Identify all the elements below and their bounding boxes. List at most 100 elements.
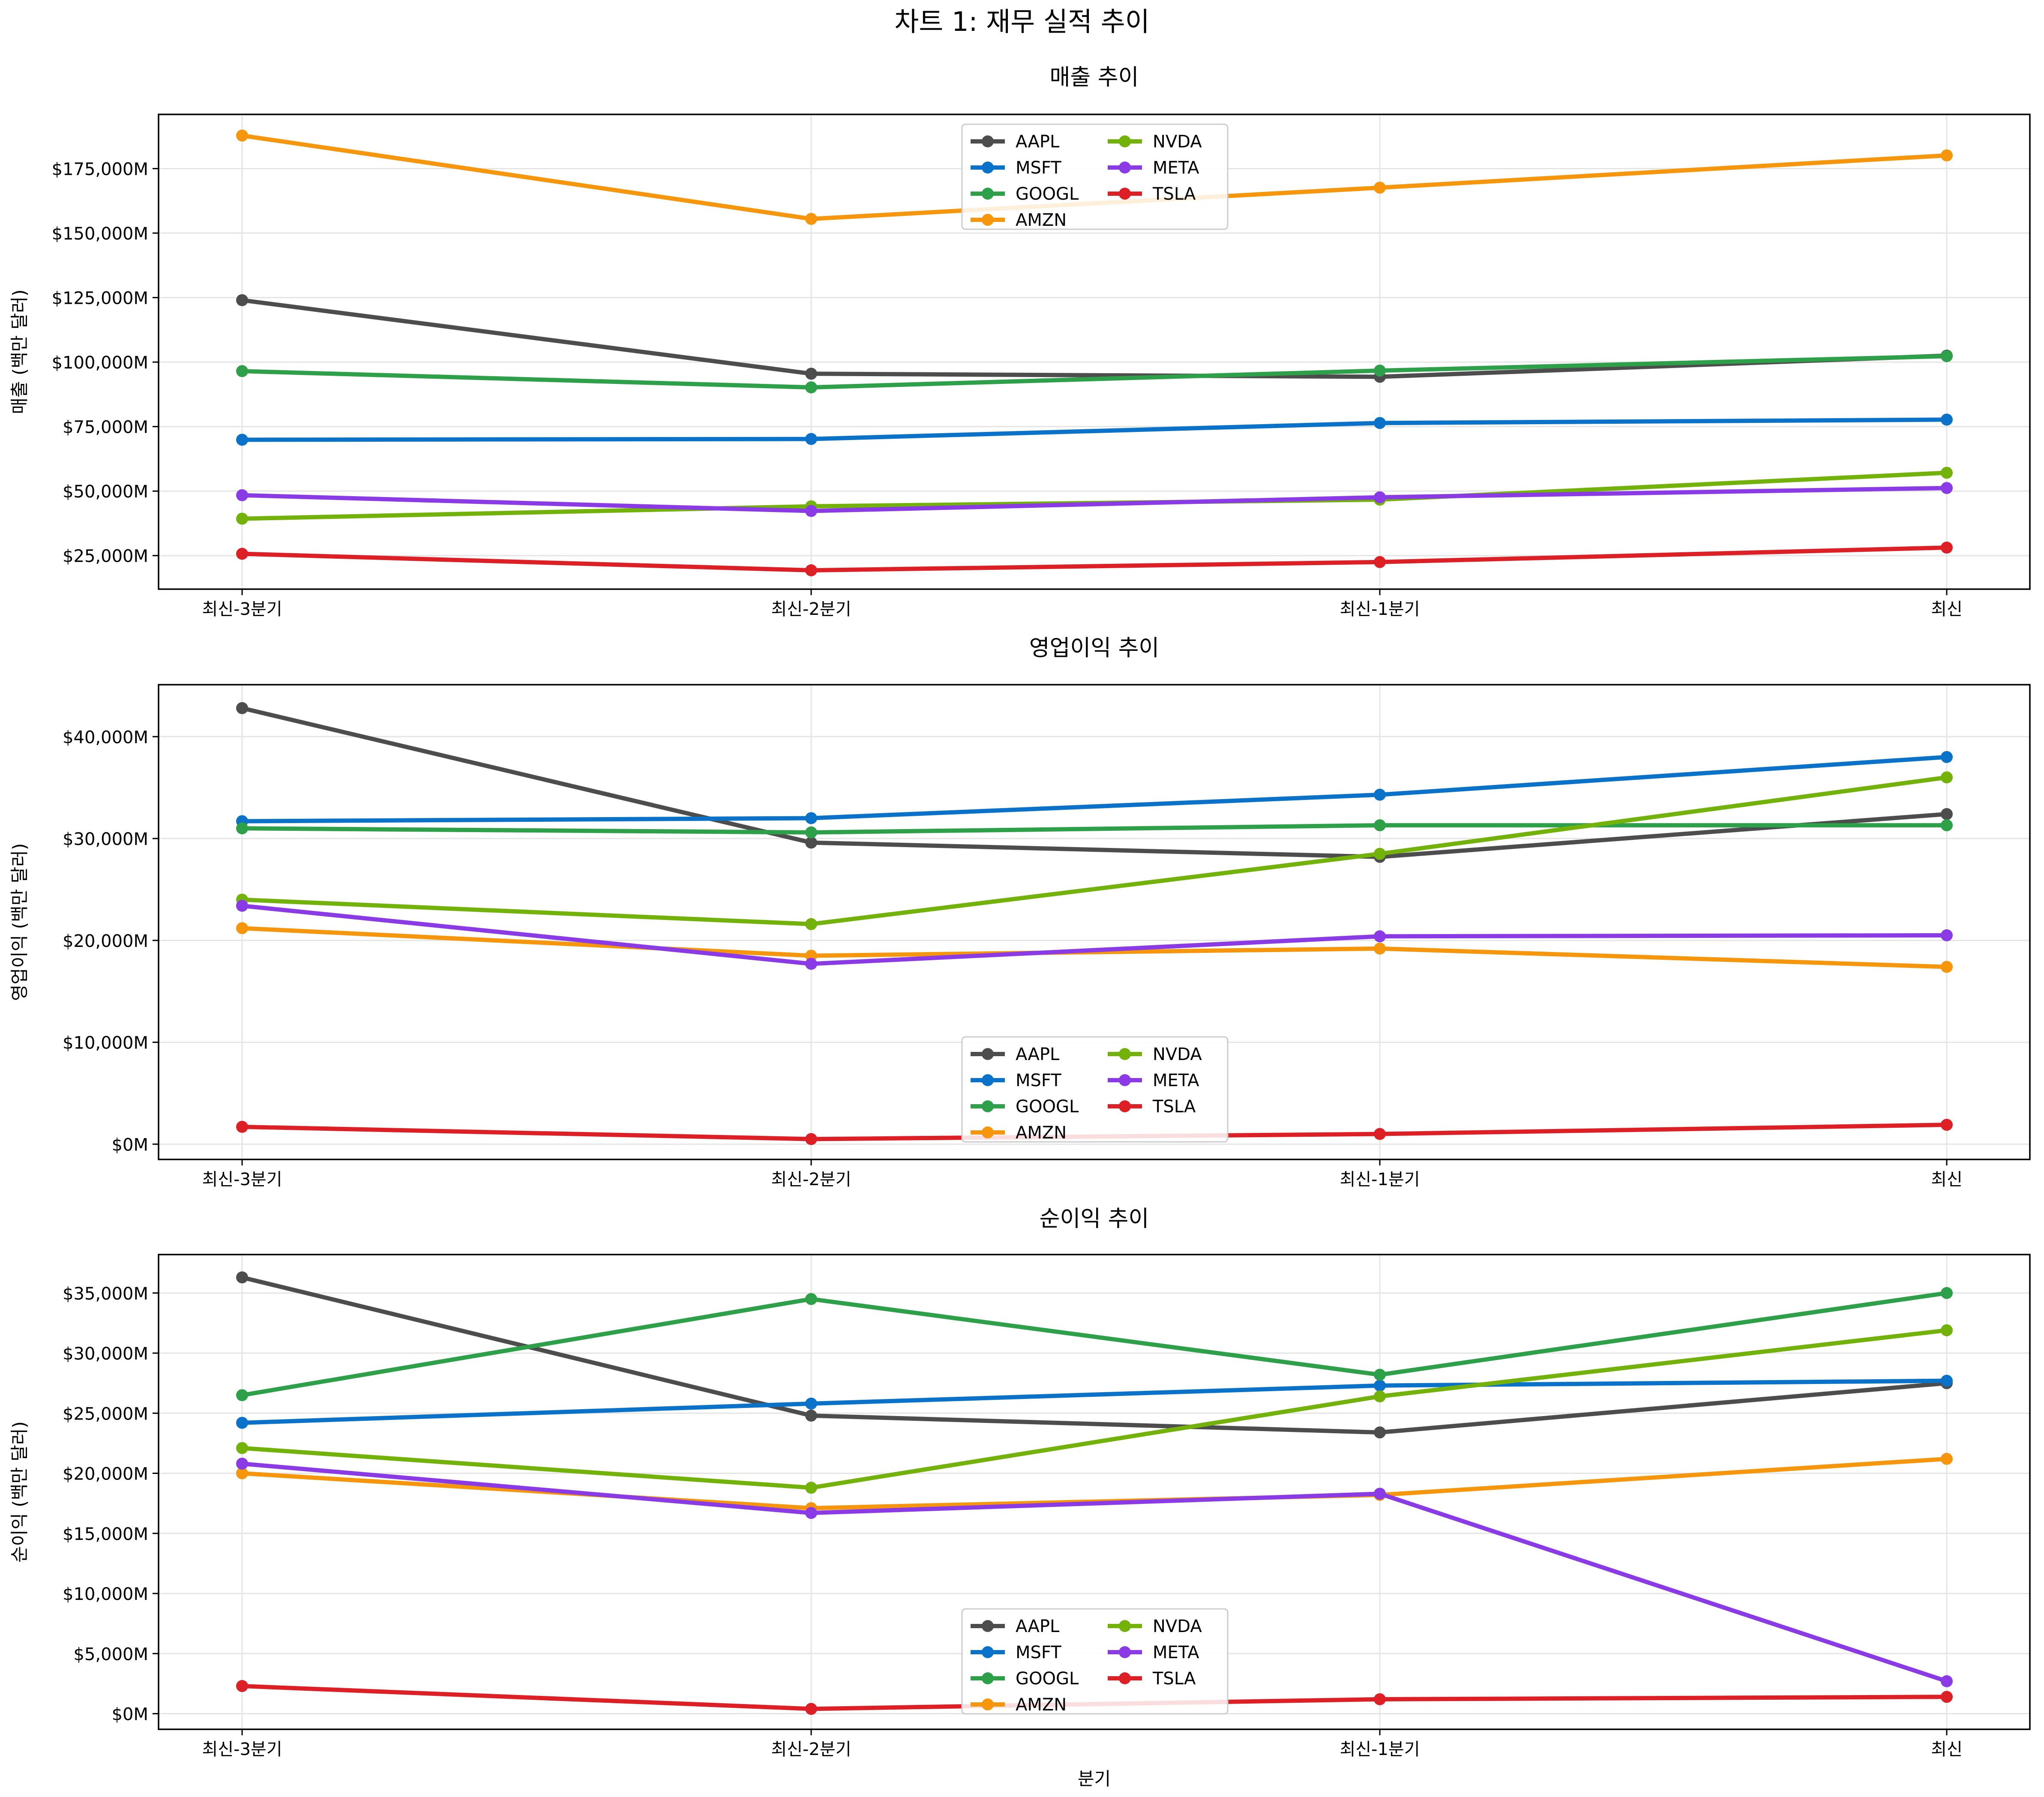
legend-box (961, 123, 1229, 230)
data-point-tsla (236, 548, 248, 560)
data-point-msft (805, 1397, 817, 1410)
data-point-msft (1374, 417, 1386, 429)
data-point-nvda (236, 512, 248, 525)
y-axis-label: 매출 (백만 달러) (9, 289, 30, 414)
data-point-nvda (805, 1482, 817, 1494)
legend-label-aapl: AAPL (1016, 132, 1060, 152)
data-point-tsla (1941, 542, 1953, 554)
y-tick-label: $75,000M (63, 418, 148, 437)
legend-label-tsla: TSLA (1152, 1097, 1196, 1117)
x-tick-label: 최신-3분기 (202, 1740, 282, 1759)
data-point-aapl (805, 368, 817, 380)
data-point-msft (236, 434, 248, 446)
data-point-googl (805, 1293, 817, 1305)
legend-marker-aapl (982, 135, 994, 147)
y-tick-label: $0M (112, 1135, 148, 1155)
series-line-meta (240, 485, 1949, 513)
y-tick-label: $50,000M (63, 482, 148, 502)
data-point-msft (1374, 788, 1386, 801)
data-point-meta (236, 489, 248, 501)
chart-panel-2: 영업이익 추이 $0M $10,000M $20,000M $30,000M $40,00… (9, 635, 2031, 1189)
y-tick-label: $15,000M (63, 1524, 148, 1544)
data-point-tsla (1374, 1693, 1386, 1705)
legend-marker-amzn (982, 214, 994, 226)
plot-frame (158, 684, 2031, 1160)
series-line-tsla (240, 545, 1949, 573)
y-tick-label: $25,000M (63, 547, 148, 566)
legend-marker-msft (982, 1074, 994, 1086)
data-point-googl (805, 381, 817, 394)
legend-marker-tsla (1119, 188, 1131, 200)
y-tick-label: $30,000M (63, 1344, 148, 1364)
series-line-meta (240, 1462, 1949, 1683)
data-point-nvda (1941, 1324, 1953, 1336)
series-line-meta (240, 903, 1949, 966)
data-point-msft (1941, 751, 1953, 763)
data-point-tsla (236, 1120, 248, 1133)
legend-marker-meta (1119, 1646, 1131, 1658)
chart-panel-3: 순이익 추이 $0M $5,000M $10,000M $15,000M $20,000M… (9, 1206, 2031, 1789)
legend-label-tsla: TSLA (1152, 1669, 1196, 1689)
x-tick-label: 최신 (1931, 599, 1963, 619)
data-point-aapl (805, 1409, 817, 1422)
data-point-tsla (236, 1680, 248, 1692)
legend-marker-aapl (982, 1620, 994, 1632)
y-tick-label: $100,000M (52, 353, 148, 373)
series-line-msft (240, 417, 1949, 442)
y-axis-label: 영업이익 (백만 달러) (9, 843, 30, 1001)
legend-marker-nvda (1119, 1620, 1131, 1632)
x-tick-label: 최신-1분기 (1340, 1170, 1420, 1189)
data-point-msft (1941, 1375, 1953, 1387)
data-point-nvda (1374, 848, 1386, 860)
legend-marker-googl (982, 1672, 994, 1684)
series-line-aapl (240, 1275, 1949, 1435)
legend-marker-meta (1119, 1074, 1131, 1086)
legend-marker-tsla (1119, 1100, 1131, 1112)
legend-marker-aapl (982, 1048, 994, 1060)
chart-title: 매출 추이 (1050, 65, 1139, 90)
legend-label-amzn: AMZN (1016, 1695, 1067, 1715)
legend-marker-msft (982, 162, 994, 174)
legend: AAPL NVDA MSFT META GOOGL TSLA AMZN (961, 1608, 1229, 1715)
data-point-meta (805, 958, 817, 970)
series-line-googl (240, 823, 1949, 835)
x-tick-label: 최신-2분기 (771, 1170, 851, 1189)
data-point-amzn (236, 922, 248, 934)
data-point-tsla (1941, 1691, 1953, 1703)
legend-label-googl: GOOGL (1016, 184, 1079, 204)
legend-label-amzn: AMZN (1016, 210, 1067, 230)
data-point-aapl (805, 836, 817, 849)
series-line-googl (240, 354, 1949, 390)
legend-marker-amzn (982, 1698, 994, 1710)
legend-label-meta: META (1153, 1071, 1199, 1090)
legend-marker-meta (1119, 162, 1131, 174)
data-point-meta (1374, 491, 1386, 503)
data-point-amzn (1941, 1453, 1953, 1465)
series-line-nvda (240, 1328, 1949, 1490)
series-line-nvda (240, 775, 1949, 926)
data-point-aapl (236, 1271, 248, 1284)
legend-label-msft: MSFT (1016, 1643, 1061, 1662)
data-point-amzn (1941, 149, 1953, 162)
data-point-nvda (805, 918, 817, 930)
y-tick-label: $5,000M (74, 1644, 148, 1664)
data-point-meta (236, 1458, 248, 1470)
legend-label-googl: GOOGL (1016, 1097, 1079, 1117)
data-point-googl (805, 826, 817, 839)
legend-label-nvda: NVDA (1153, 1617, 1202, 1636)
data-point-aapl (1374, 1426, 1386, 1439)
y-axis-label: 순이익 (백만 달러) (9, 1421, 30, 1563)
data-point-googl (236, 822, 248, 835)
data-point-tsla (805, 1133, 817, 1145)
x-axis-label: 분기 (1078, 1768, 1111, 1789)
data-point-meta (805, 1507, 817, 1519)
legend-label-meta: META (1153, 1643, 1199, 1662)
legend-label-meta: META (1153, 158, 1199, 178)
legend-marker-msft (982, 1646, 994, 1658)
data-point-msft (1374, 1379, 1386, 1392)
y-tick-label: $25,000M (63, 1404, 148, 1424)
legend-box (961, 1036, 1229, 1143)
x-tick-label: 최신 (1931, 1170, 1963, 1189)
data-point-googl (1374, 364, 1386, 377)
data-point-googl (236, 365, 248, 377)
